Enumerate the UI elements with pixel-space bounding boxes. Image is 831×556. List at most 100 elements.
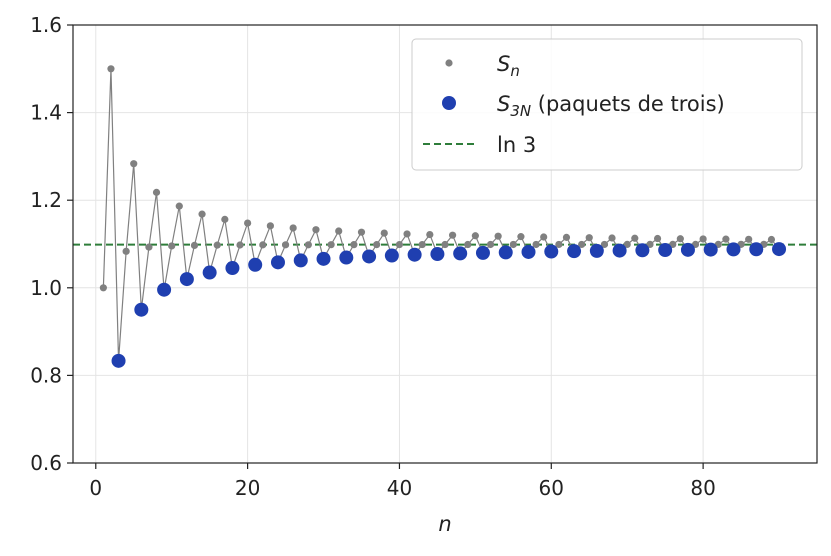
legend-label-suffix: (paquets de trois) <box>531 92 725 116</box>
legend-label-subscript: n <box>510 62 520 80</box>
legend-handle-sn <box>445 59 453 67</box>
s3n-point <box>703 242 718 257</box>
sn-point <box>540 233 548 241</box>
sn-point <box>304 241 312 249</box>
sn-point <box>281 241 290 249</box>
sn-point <box>646 240 654 248</box>
y-tick-label: 0.6 <box>30 451 62 475</box>
legend-entry: ln 3 <box>423 133 536 157</box>
sn-point <box>289 224 297 232</box>
legend-label-main: ln 3 <box>497 133 536 157</box>
sn-point <box>403 230 411 238</box>
sn-point <box>767 235 776 244</box>
sn-point <box>653 234 662 243</box>
s3n-point <box>612 243 627 258</box>
sn-point <box>130 160 138 168</box>
sn-point <box>562 233 571 241</box>
sn-point <box>585 234 593 242</box>
s3n-point <box>453 246 468 261</box>
s3n-point <box>111 353 126 368</box>
sn-point <box>418 240 426 249</box>
x-tick-label: 20 <box>235 476 260 500</box>
s3n-point <box>316 251 331 266</box>
sn-point <box>745 235 753 243</box>
x-tick-label: 60 <box>539 476 564 500</box>
sn-point <box>213 241 221 249</box>
s3n-point <box>202 265 217 280</box>
s3n-point <box>362 249 377 264</box>
s3n-point <box>567 244 582 259</box>
sn-point <box>441 240 449 249</box>
sn-point <box>631 234 639 242</box>
legend-label-subscript: 3N <box>510 102 531 120</box>
sn-point <box>600 240 609 249</box>
s3n-point <box>430 247 445 262</box>
sn-point <box>175 202 183 210</box>
s3n-point <box>726 242 741 257</box>
s3n-point <box>407 247 422 262</box>
sn-point <box>448 231 457 239</box>
sn-point <box>380 229 388 237</box>
x-tick-label: 0 <box>89 476 102 500</box>
s3n-point <box>544 244 559 259</box>
sn-point <box>145 243 153 251</box>
s3n-point <box>270 255 285 270</box>
sn-point <box>426 230 434 239</box>
y-tick-label: 1.0 <box>30 276 62 300</box>
s3n-point <box>498 245 513 260</box>
sn-point <box>532 240 540 249</box>
s3n-point <box>225 261 240 276</box>
legend-label: ln 3 <box>497 133 536 157</box>
sn-point <box>190 241 199 250</box>
y-tick-label: 1.4 <box>30 101 62 125</box>
sn-point <box>395 240 404 249</box>
sn-point <box>99 284 107 292</box>
x-tick-label: 40 <box>387 476 412 500</box>
sn-point <box>555 240 563 249</box>
sn-point <box>259 241 267 249</box>
sn-point <box>122 247 130 255</box>
legend-box <box>411 38 803 171</box>
sn-point <box>486 240 495 249</box>
sn-point <box>107 65 115 73</box>
legend-label: S3N (paquets de trois) <box>497 92 725 120</box>
sn-point <box>266 222 274 230</box>
legend-entry: Sn <box>445 52 520 80</box>
s3n-series-layer <box>111 242 787 368</box>
sn-point <box>357 228 366 236</box>
sn-point <box>471 232 479 240</box>
sn-point <box>578 240 586 249</box>
sn-point <box>464 240 472 249</box>
s3n-point <box>339 250 354 265</box>
s3n-point <box>248 257 263 272</box>
plot-frame <box>72 24 818 464</box>
sn-point <box>608 234 616 242</box>
sn-point <box>327 241 335 249</box>
s3n-point <box>589 243 604 258</box>
sn-point <box>152 188 161 196</box>
sn-point <box>168 242 176 250</box>
sn-point <box>676 235 684 243</box>
legend-label-main: S <box>497 92 510 116</box>
s3n-point <box>658 243 673 258</box>
x-ticks: 0 20 40 60 80 <box>89 463 716 500</box>
sn-point <box>350 241 358 249</box>
sn-point <box>221 215 229 223</box>
sn-point <box>236 241 244 249</box>
sn-point <box>699 235 707 243</box>
s3n-point <box>680 242 695 257</box>
sn-point <box>312 226 320 234</box>
sn-point <box>722 235 730 243</box>
sn-point <box>373 241 381 249</box>
y-tick-label: 0.8 <box>30 363 62 387</box>
x-axis-label: n <box>438 512 451 536</box>
sn-point <box>509 240 517 249</box>
legend-entry: S3N (paquets de trois) <box>442 92 725 120</box>
s3n-point <box>772 242 787 257</box>
y-tick-label: 1.6 <box>30 13 62 37</box>
x-tick-label: 80 <box>690 476 715 500</box>
legend-label-main: S <box>497 52 510 76</box>
